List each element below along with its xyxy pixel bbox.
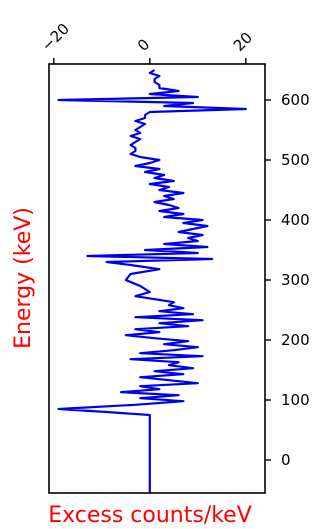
y-tick-label: 400 <box>281 211 310 229</box>
x-tick-label: −20 <box>38 20 73 55</box>
x-tick-label: 0 <box>134 35 153 54</box>
y-tick-label: 200 <box>281 331 310 349</box>
y-tick-label: 300 <box>281 271 310 289</box>
plot-area <box>57 69 247 493</box>
series-line-1 <box>57 69 247 493</box>
y-tick-label: 500 <box>281 151 310 169</box>
y-tick-label: 0 <box>281 451 291 469</box>
y-axis-label: Energy (keV) <box>11 207 36 349</box>
plot-frame <box>48 63 266 494</box>
y-tick-label: 600 <box>281 91 310 109</box>
x-axis-label: Excess counts/keV <box>48 503 252 528</box>
y-tick-label: 100 <box>281 391 310 409</box>
x-tick-label: 20 <box>230 29 256 55</box>
